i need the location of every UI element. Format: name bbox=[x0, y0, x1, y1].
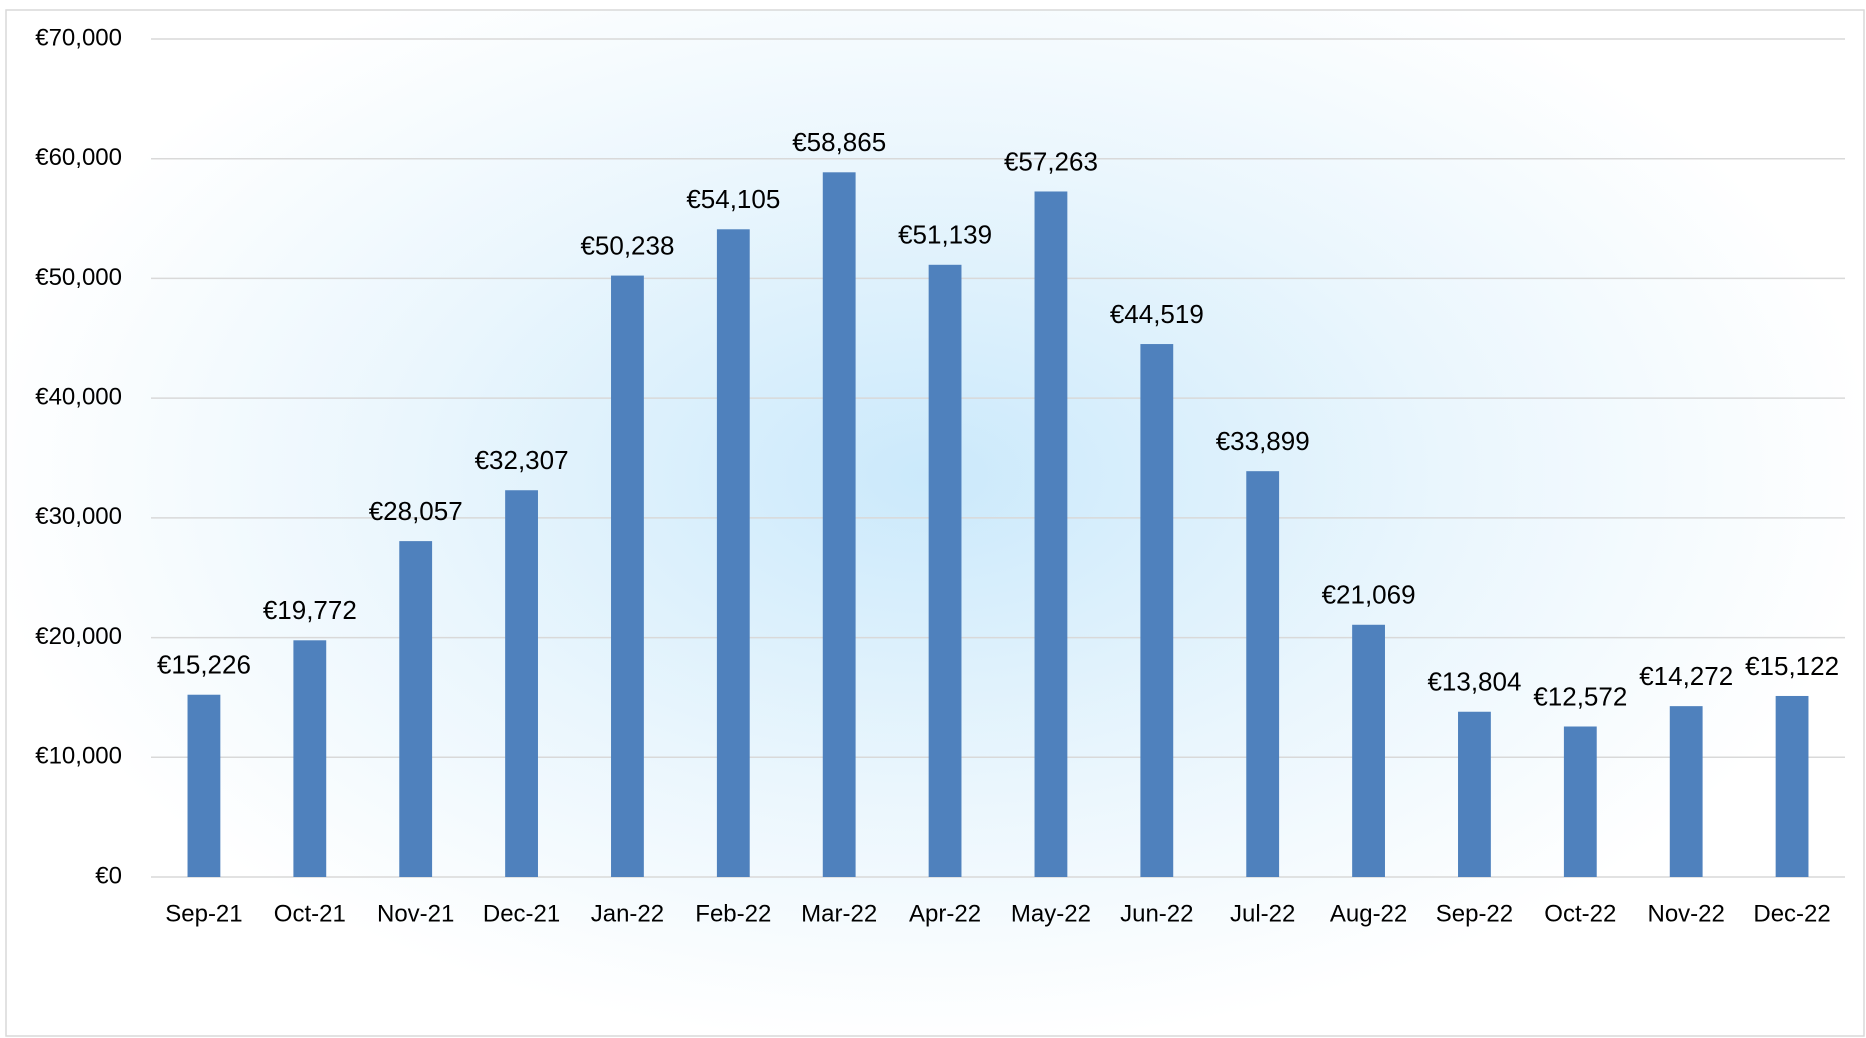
x-tick-label: Jan-22 bbox=[591, 900, 664, 927]
data-label: €50,238 bbox=[580, 230, 674, 260]
data-label: €51,139 bbox=[898, 220, 992, 250]
x-tick-label: Mar-22 bbox=[801, 900, 877, 927]
x-tick-label: Aug-22 bbox=[1330, 900, 1407, 927]
bar bbox=[1563, 726, 1597, 877]
data-label: €44,519 bbox=[1110, 299, 1204, 329]
x-tick-label: May-22 bbox=[1011, 900, 1091, 927]
y-tick-label: €60,000 bbox=[35, 144, 122, 171]
data-label: €15,226 bbox=[157, 650, 251, 680]
data-label: €12,572 bbox=[1533, 681, 1627, 711]
data-label: €58,865 bbox=[792, 127, 886, 157]
x-tick-label: Dec-22 bbox=[1753, 900, 1830, 927]
bar bbox=[399, 541, 433, 877]
bar bbox=[1034, 191, 1068, 877]
data-label: €32,307 bbox=[475, 445, 569, 475]
bar bbox=[293, 640, 327, 877]
bar bbox=[1246, 471, 1280, 877]
bar bbox=[505, 490, 538, 877]
x-tick-label: Nov-22 bbox=[1648, 900, 1725, 927]
x-tick-label: Apr-22 bbox=[909, 900, 981, 927]
y-tick-label: €20,000 bbox=[35, 623, 122, 650]
y-tick-label: €10,000 bbox=[35, 743, 122, 770]
data-label: €13,804 bbox=[1427, 667, 1521, 697]
data-label: €54,105 bbox=[686, 184, 780, 214]
x-tick-label: Oct-21 bbox=[274, 900, 346, 927]
x-tick-label: Oct-22 bbox=[1544, 900, 1616, 927]
bar bbox=[1775, 695, 1809, 877]
y-tick-label: €40,000 bbox=[35, 383, 122, 410]
x-tick-label: Feb-22 bbox=[695, 900, 771, 927]
x-tick-label: Jun-22 bbox=[1120, 900, 1193, 927]
bar bbox=[187, 694, 221, 877]
bar bbox=[1140, 344, 1174, 878]
data-label: €15,122 bbox=[1745, 651, 1839, 681]
y-tick-label: €0 bbox=[95, 862, 122, 889]
x-tick-label: Sep-21 bbox=[165, 900, 242, 927]
x-tick-label: Dec-21 bbox=[483, 900, 560, 927]
y-tick-label: €50,000 bbox=[35, 264, 122, 291]
x-tick-label: Sep-22 bbox=[1436, 900, 1513, 927]
x-tick-label: Nov-21 bbox=[377, 900, 454, 927]
bar bbox=[716, 229, 750, 877]
bar bbox=[928, 264, 962, 878]
y-tick-label: €30,000 bbox=[35, 503, 122, 530]
data-label: €57,263 bbox=[1004, 146, 1098, 176]
x-tick-label: Jul-22 bbox=[1230, 900, 1295, 927]
data-label: €28,057 bbox=[369, 496, 463, 526]
bar bbox=[1669, 706, 1703, 877]
bar bbox=[611, 275, 644, 878]
y-tick-label: €70,000 bbox=[35, 24, 122, 51]
bar bbox=[1352, 624, 1385, 877]
bar bbox=[822, 172, 856, 877]
data-label: €19,772 bbox=[263, 595, 357, 625]
data-label: €14,272 bbox=[1639, 661, 1733, 691]
data-label: €21,069 bbox=[1322, 580, 1416, 610]
bar bbox=[1458, 711, 1491, 877]
data-label: €33,899 bbox=[1216, 426, 1310, 456]
